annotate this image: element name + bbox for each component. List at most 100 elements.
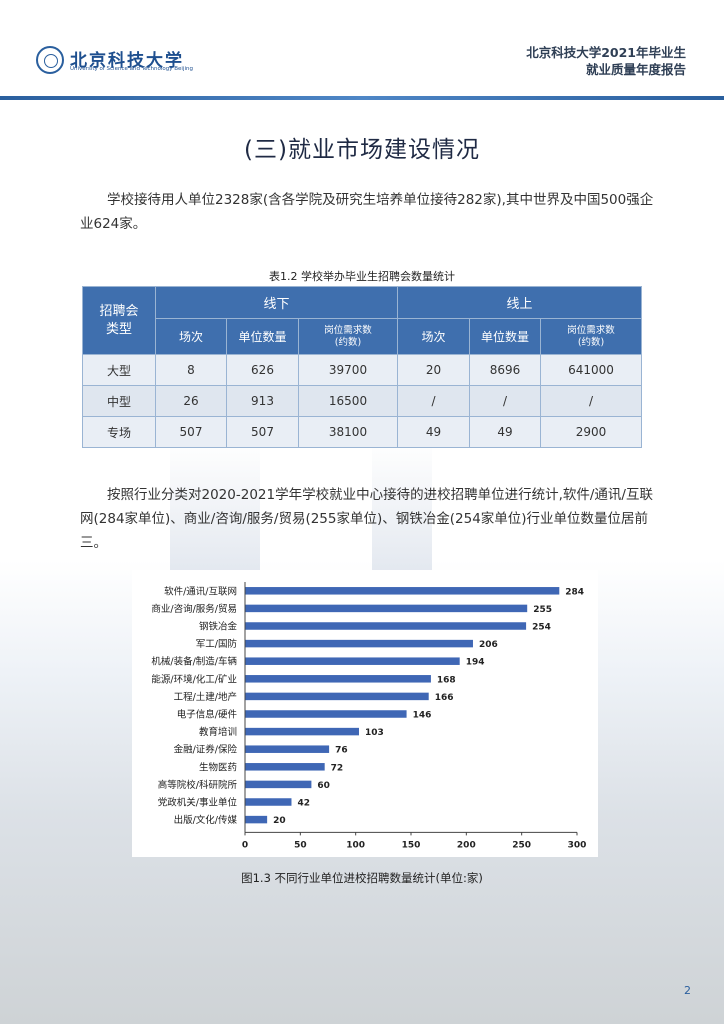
paragraph-industry: 按照行业分类对2020-2021学年学校就业中心接待的进校招聘单位进行统计,软件… <box>80 487 653 551</box>
table-header-offline-sessions: 场次 <box>155 318 227 355</box>
university-logo-english: University of Science and Technology Bei… <box>70 66 193 72</box>
table-row: 中型 26 913 16500 / / / <box>82 385 643 417</box>
data-label: 194 <box>466 658 485 668</box>
cell: / <box>469 385 542 417</box>
x-tick-label: 0 <box>242 840 248 850</box>
x-tick-label: 200 <box>457 840 476 850</box>
bar <box>245 622 527 630</box>
recruitment-fair-table: 招聘会 类型 线下 线上 场次 单位数量 岗位需求数 (约数) 场次 单位数量 岗… <box>82 286 643 448</box>
header-divider <box>0 96 724 100</box>
university-logo-text: 北京科技大学 <box>70 51 184 71</box>
x-tick-label: 150 <box>402 840 421 850</box>
report-title-line1: 北京科技大学2021年毕业生 <box>526 45 686 60</box>
cell: 39700 <box>297 354 399 386</box>
data-label: 168 <box>437 675 456 685</box>
cell: / <box>397 385 471 417</box>
cell: 16500 <box>297 385 399 417</box>
category-label: 工程/土建/地产 <box>174 691 237 703</box>
bar <box>245 710 407 718</box>
table-header-online: 线上 <box>397 286 643 319</box>
category-label: 能源/环境/化工/矿业 <box>151 673 237 685</box>
cell: 626 <box>226 354 299 386</box>
bar <box>245 692 429 701</box>
row-type: 专场 <box>82 416 156 448</box>
page-number: 2 <box>684 984 691 997</box>
data-label: 254 <box>532 623 551 633</box>
cell: 20 <box>397 354 471 386</box>
cell: 26 <box>155 385 227 417</box>
bar <box>245 780 312 789</box>
data-label: 146 <box>413 711 432 721</box>
data-label: 166 <box>435 693 454 703</box>
bar <box>245 798 292 806</box>
category-label: 教育培训 <box>199 726 237 738</box>
data-label: 60 <box>317 781 330 791</box>
background-building <box>170 440 260 570</box>
table-header-online-sessions: 场次 <box>397 318 471 355</box>
cell: 8 <box>155 354 227 386</box>
category-label: 钢铁冶金 <box>199 621 238 633</box>
category-label: 电子信息/硬件 <box>177 709 238 721</box>
cell: 49 <box>469 416 542 448</box>
cell: 913 <box>226 385 299 417</box>
paragraph-employers: 学校接待用人单位2328家(含各学院及研究生培养单位接待282家),其中世界及中… <box>80 192 654 232</box>
table-header-online-demand: 岗位需求数 (约数) <box>540 318 643 355</box>
bar <box>245 815 268 824</box>
cell: 8696 <box>469 354 542 386</box>
bar <box>245 745 330 753</box>
report-title-line2: 就业质量年度报告 <box>585 62 686 77</box>
data-label: 76 <box>335 746 348 756</box>
demand-label: 岗位需求数 <box>567 324 615 336</box>
bar <box>245 763 325 771</box>
chart-svg: 软件/通讯/互联网 284 商业/咨询/服务/贸易 255 钢铁冶金 254 军工/国防 20… <box>151 582 587 850</box>
cell: 38100 <box>297 416 399 448</box>
bar <box>245 639 473 648</box>
university-seal-icon <box>36 46 64 74</box>
row-type: 大型 <box>82 354 156 386</box>
bar <box>245 587 560 595</box>
x-tick-label: 100 <box>346 840 365 850</box>
table-caption: 表1.2 学校举办毕业生招聘会数量统计 <box>269 270 455 283</box>
bar <box>245 727 359 736</box>
cell: 507 <box>155 416 227 448</box>
table-header-type-text: 招聘会 类型 <box>83 303 155 339</box>
bar <box>245 657 460 665</box>
table-header-type: 招聘会 类型 <box>82 286 156 355</box>
cell: 2900 <box>540 416 643 448</box>
category-label: 军工/国防 <box>196 638 238 650</box>
cell: / <box>540 385 643 417</box>
section-title: (三)就业市场建设情况 <box>244 137 480 163</box>
row-type: 中型 <box>82 385 156 417</box>
industry-bar-chart: 软件/通讯/互联网 284 商业/咨询/服务/贸易 255 钢铁冶金 254 军工/国防 20… <box>132 570 598 857</box>
category-label: 软件/通讯/互联网 <box>164 585 237 597</box>
category-label: 机械/装备/制造/车辆 <box>151 656 237 668</box>
cell: 641000 <box>540 354 643 386</box>
category-label: 金融/证券/保险 <box>174 744 238 756</box>
data-label: 72 <box>331 763 344 773</box>
x-tick-label: 250 <box>512 840 531 850</box>
data-label: 255 <box>533 605 552 615</box>
report-title: 北京科技大学2021年毕业生 就业质量年度报告 <box>526 44 686 78</box>
table-row: 专场 507 507 38100 49 49 2900 <box>82 416 643 448</box>
type-header-line: 招聘会 <box>99 303 139 319</box>
cell: 507 <box>226 416 299 448</box>
category-label: 党政机关/事业单位 <box>158 797 238 809</box>
background-building <box>372 440 432 570</box>
x-tick-label: 50 <box>294 840 307 850</box>
category-label: 生物医药 <box>199 761 237 773</box>
x-tick-label: 300 <box>568 840 587 850</box>
data-label: 42 <box>297 799 310 809</box>
demand-label: 岗位需求数 <box>324 324 372 336</box>
table-header-offline: 线下 <box>154 286 399 319</box>
table-header-online-units: 单位数量 <box>469 318 542 355</box>
data-label: 20 <box>273 816 286 826</box>
table-header-offline-demand: 岗位需求数 (约数) <box>297 318 399 355</box>
page-header: 北京科技大学 University of Science and Technol… <box>0 0 724 100</box>
demand-note: (约数) <box>577 336 605 348</box>
cell: 49 <box>397 416 471 448</box>
figure-caption: 图1.3 不同行业单位进校招聘数量统计(单位:家) <box>241 871 483 885</box>
data-label: 103 <box>365 728 384 738</box>
table-header-offline-units: 单位数量 <box>226 318 299 355</box>
category-label: 出版/文化/传媒 <box>174 814 238 826</box>
category-label: 高等院校/科研院所 <box>158 779 238 791</box>
